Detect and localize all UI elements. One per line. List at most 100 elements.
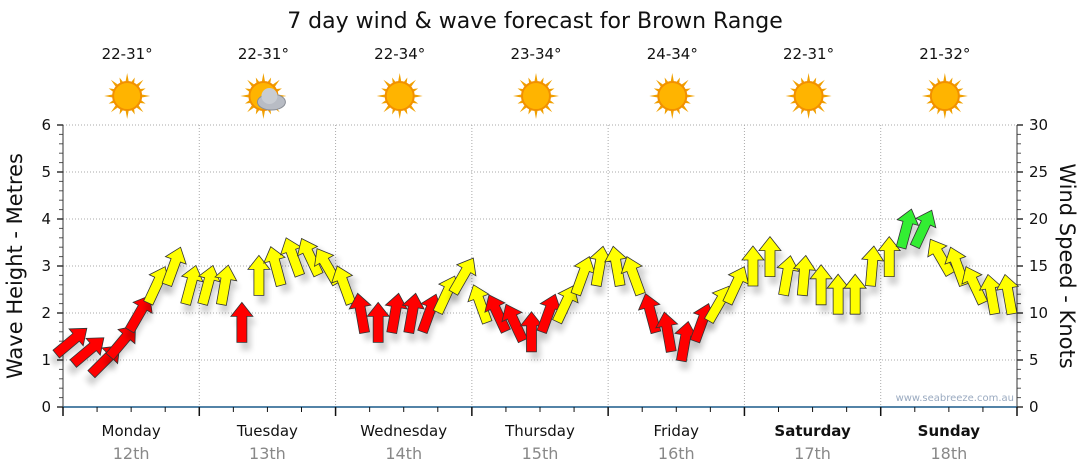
date-label: 16th <box>658 444 695 463</box>
wind-arrow <box>995 273 1024 322</box>
sun-ray <box>141 94 151 98</box>
wind-arrow <box>620 255 652 303</box>
sun-ray <box>785 94 795 98</box>
wind-arrow-shape <box>620 255 646 297</box>
wind-arrow <box>722 266 749 314</box>
day-header: 22-31° 22-31° 22-34° 23-34° 24-34° 22-31° 21-3… <box>102 45 970 119</box>
day-label: Saturday <box>774 422 851 440</box>
wind-arrow <box>384 292 410 343</box>
temp-range: 22-31° <box>783 45 834 63</box>
sun-icon <box>785 73 832 119</box>
sun-icon <box>104 73 151 119</box>
y2-tick-label: 5 <box>1029 351 1039 369</box>
sun-disc <box>112 81 143 111</box>
y-tick-label: 5 <box>41 163 51 181</box>
temp-range: 22-31° <box>238 45 289 63</box>
temp-range: 22-34° <box>374 45 425 63</box>
sun-ray <box>398 73 402 83</box>
y2-tick-label: 30 <box>1029 116 1048 134</box>
sun-ray <box>125 73 129 83</box>
wind-arrow <box>348 292 377 341</box>
wind-arrow-shape <box>448 257 477 296</box>
date-label: 17th <box>794 444 831 463</box>
wind-arrow <box>263 246 292 294</box>
wind-arrow-shape <box>655 311 679 353</box>
wind-arrow-shape <box>895 208 920 250</box>
wind-arrow-shape <box>69 337 105 368</box>
date-label: 13th <box>249 444 286 463</box>
wind-arrow <box>758 235 785 285</box>
wind-arrow-shape <box>467 284 493 325</box>
y2-tick-label: 15 <box>1029 257 1048 275</box>
y-tick-label: 0 <box>41 398 51 416</box>
wind-arrow <box>401 292 427 343</box>
sun-disc <box>929 81 960 111</box>
wind-arrow-shape <box>809 264 833 306</box>
y2-tick-label: 20 <box>1029 210 1048 228</box>
wind-arrow-shape <box>331 265 357 306</box>
wind-arrow-shape <box>776 255 800 297</box>
wind-arrow <box>776 255 802 305</box>
sun-icon <box>376 73 423 119</box>
temp-range: 24-34° <box>647 45 698 63</box>
sun-ray <box>413 94 423 98</box>
sun-disc <box>793 81 824 111</box>
wind-arrow <box>366 301 394 351</box>
wind-arrow-shape <box>52 327 88 359</box>
sun-ray <box>240 94 250 98</box>
wind-arrow-shape <box>348 292 372 335</box>
chart-title: 7 day wind & wave forecast for Brown Ran… <box>287 9 783 34</box>
day-label: Sunday <box>918 422 981 440</box>
wind-arrow <box>214 264 240 314</box>
wind-arrow-shape <box>758 235 782 278</box>
wind-arrow-shape <box>909 209 937 250</box>
sun-ray <box>261 73 266 83</box>
date-label: 18th <box>930 444 967 463</box>
wind-arrow-shape <box>180 264 204 306</box>
wind-arrow <box>741 245 768 294</box>
axes: 0 1 2 3 4 5 6 0 5 10 15 20 25 30 Monday 12th Tuesday 13th… <box>41 116 1048 463</box>
sun-ray <box>534 73 538 83</box>
wind-arrow <box>197 264 222 315</box>
sun-ray <box>534 109 538 119</box>
wind-arrow-shape <box>792 254 817 297</box>
sun-ray <box>670 73 674 83</box>
sun-ray <box>958 94 968 98</box>
grid <box>63 124 1017 407</box>
wind-arrow-shape <box>995 273 1020 316</box>
y-tick-label: 3 <box>41 257 51 275</box>
wind-arrow <box>909 209 937 258</box>
day-label: Thursday <box>504 422 575 440</box>
sun-ray <box>822 94 832 98</box>
wind-arrows <box>49 208 1024 387</box>
wind-arrow-shape <box>214 264 238 306</box>
watermark: www.seabreeze.com.au <box>896 393 1014 404</box>
wind-arrow-shape <box>741 245 765 287</box>
y-tick-label: 1 <box>41 351 51 369</box>
cloud <box>261 88 278 104</box>
y-tick-label: 6 <box>41 116 51 134</box>
sun-ray <box>943 109 947 119</box>
wind-arrow-shape <box>296 237 324 278</box>
wind-arrow-shape <box>401 292 425 335</box>
y-tick-label: 4 <box>41 210 51 228</box>
sun-ray <box>649 94 659 98</box>
sun-ray <box>686 94 696 98</box>
wind-arrow-shape <box>197 264 221 306</box>
temp-range: 22-31° <box>102 45 153 63</box>
wind-arrow-shape <box>944 246 970 288</box>
date-label: 14th <box>385 444 422 463</box>
wind-arrow <box>247 254 274 304</box>
sun-ray <box>943 73 947 83</box>
sun-ray <box>376 94 386 98</box>
wind-arrow <box>180 264 205 315</box>
partly-cloudy-icon <box>240 73 287 119</box>
wind-arrow-shape <box>843 273 867 315</box>
wind-arrow <box>637 293 667 341</box>
sun-ray <box>921 94 931 98</box>
temp-range: 23-34° <box>510 45 561 63</box>
sun-ray <box>125 109 129 119</box>
y2-tick-label: 10 <box>1029 304 1048 322</box>
sun-ray <box>549 94 559 98</box>
